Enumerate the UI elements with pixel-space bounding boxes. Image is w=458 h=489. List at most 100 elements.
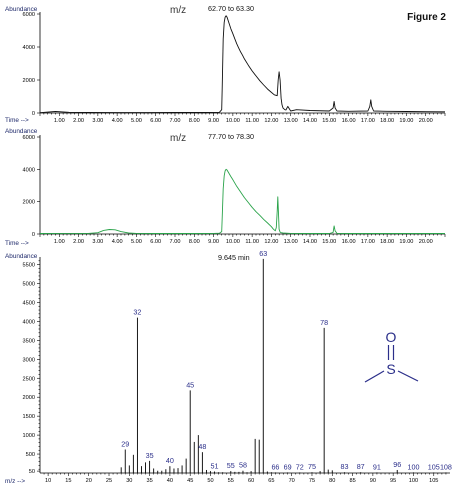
- spectrum-y-tick-label: 4500: [23, 300, 35, 306]
- spectrum-peak-label: 58: [239, 461, 247, 470]
- chrom2-x-tick-label: 3.00: [92, 239, 103, 245]
- spectrum-peak-label: 105: [428, 462, 440, 471]
- chrom2-y-tick-label: 4000: [23, 167, 35, 173]
- spectrum-x-tick-label: 35: [146, 478, 152, 484]
- spectrum-y-tick-label: 50: [29, 469, 35, 475]
- chrom1-x-tick-label: 5.00: [131, 118, 142, 124]
- spectrum-peak-label: 75: [308, 462, 316, 471]
- figure-label: Figure 2: [407, 12, 446, 23]
- chrom1-x-tick-label: 2.00: [73, 118, 84, 124]
- chrom1-x-tick-label: 14.00: [303, 118, 317, 124]
- spectrum-peak-label: 48: [198, 442, 206, 451]
- chrom2-y-tick-label: 0: [32, 232, 35, 238]
- spectrum-x-tick-label: 65: [268, 478, 274, 484]
- chrom2-x-tick-label: 8.00: [189, 239, 200, 245]
- spectrum-x-tick-label: 90: [370, 478, 376, 484]
- spectrum-peak-label: 91: [373, 462, 381, 471]
- chromatogram-2: Abundance m/z 77.70 to 78.30 Time --> 02…: [5, 128, 445, 247]
- chrom1-y-tick-label: 6000: [23, 12, 35, 18]
- structure-left-methyl-bond: [365, 371, 384, 382]
- spectrum-x-tick-label: 10: [45, 478, 51, 484]
- chrom1-range-label: 62.70 to 63.30: [208, 4, 254, 13]
- chrom2-mz-label: m/z: [170, 133, 186, 144]
- chrom2-xlabel: Time -->: [5, 240, 29, 247]
- spectrum-peak-label: 87: [357, 462, 365, 471]
- chrom1-y-tick-label: 4000: [23, 45, 35, 51]
- chrom2-x-tick-label: 17.00: [361, 239, 375, 245]
- spectrum-x-tick-label: 30: [126, 478, 132, 484]
- chrom2-x-tick-label: 16.00: [342, 239, 356, 245]
- chrom2-y-tick-label: 6000: [23, 135, 35, 141]
- chrom2-x-tick-label: 19.00: [399, 239, 413, 245]
- sulfoxide-structure: O S: [365, 329, 418, 382]
- spectrum-y-tick-label: 3000: [23, 357, 35, 363]
- chrom2-x-tick-label: 7.00: [170, 239, 181, 245]
- spectrum-peak-label: 108: [440, 462, 452, 471]
- spectrum-y-tick-label: 5000: [23, 282, 35, 288]
- spectrum-peak-label: 32: [133, 308, 141, 317]
- spectrum-peak-label: 66: [271, 462, 279, 471]
- chrom2-x-tick-label: 12.00: [264, 239, 278, 245]
- chrom1-x-tick-label: 18.00: [380, 118, 394, 124]
- chrom1-x-tick-label: 13.00: [284, 118, 298, 124]
- chromatogram-1: Abundance m/z 62.70 to 63.30 Time --> 0 2…: [5, 4, 445, 124]
- chrom1-x-tick-label: 6.00: [150, 118, 161, 124]
- chrom1-trace-line: [40, 16, 445, 113]
- spectrum-x-tick-label: 40: [167, 478, 173, 484]
- chrom2-x-tick-label: 10.00: [226, 239, 240, 245]
- spectrum-x-tick-label: 85: [349, 478, 355, 484]
- chrom2-x-tick-label: 1.00: [54, 239, 65, 245]
- spectrum-x-tick-label: 70: [289, 478, 295, 484]
- chrom2-x-tick-label: 2.00: [73, 239, 84, 245]
- chrom1-x-tick-label: 12.00: [264, 118, 278, 124]
- chrom1-x-tick-label: 1.00: [54, 118, 65, 124]
- spectrum-x-tick-label: 75: [309, 478, 315, 484]
- chrom2-x-tick-label: 6.00: [150, 239, 161, 245]
- spectrum-x-tick-label: 105: [429, 478, 438, 484]
- chrom1-x-tick-label: 11.00: [245, 118, 259, 124]
- chrom1-x-tick-label: 15.00: [322, 118, 336, 124]
- spectrum-peak-label: 51: [211, 461, 219, 470]
- spectrum-peak-label: 83: [340, 462, 348, 471]
- spectrum-y-tick-label: 2000: [23, 395, 35, 401]
- spectrum-y-tick-label: 500: [26, 452, 35, 458]
- spectrum-x-tick-label: 55: [228, 478, 234, 484]
- spectrum-peak-label: 100: [407, 462, 419, 471]
- spectrum-x-tick-label: 25: [106, 478, 112, 484]
- chrom2-x-tick-label: 20.00: [419, 239, 433, 245]
- chrom1-xlabel: Time -->: [5, 117, 29, 124]
- chrom2-range-label: 77.70 to 78.30: [208, 132, 254, 141]
- spectrum-x-tick-label: 60: [248, 478, 254, 484]
- chrom1-x-tick-label: 17.00: [361, 118, 375, 124]
- structure-right-methyl-bond: [398, 371, 418, 381]
- spectrum-peak-label: 40: [166, 456, 174, 465]
- chrom1-x-tick-label: 8.00: [189, 118, 200, 124]
- spectrum-peak-label: 29: [121, 440, 129, 449]
- spectrum-y-tick-label: 5500: [23, 263, 35, 269]
- spectrum-x-tick-label: 50: [207, 478, 213, 484]
- chrom1-mz-label: m/z: [170, 5, 186, 16]
- structure-oxygen-atom: O: [386, 329, 397, 345]
- spectrum-peak-label: 69: [284, 462, 292, 471]
- chrom1-x-tick-label: 9.00: [208, 118, 219, 124]
- spectrum-x-tick-label: 95: [390, 478, 396, 484]
- spectrum-y-tick-label: 2500: [23, 376, 35, 382]
- spectrum-y-tick-label: 1000: [23, 433, 35, 439]
- chrom2-x-tick-label: 13.00: [284, 239, 298, 245]
- chrom2-trace-line: [40, 169, 445, 233]
- spectrum-peak-label: 63: [259, 249, 267, 258]
- spectrum-y-tick-label: 1500: [23, 414, 35, 420]
- chrom1-y-tick-label: 0: [32, 111, 35, 117]
- spectrum-y-tick-label: 4000: [23, 319, 35, 325]
- structure-sulfur-atom: S: [386, 361, 395, 377]
- chrom2-x-tick-label: 11.00: [245, 239, 259, 245]
- chrom2-y-tick-label: 2000: [23, 200, 35, 206]
- mass-spectrum: Abundance 9.645 min m/z --> O S 50500100…: [5, 249, 452, 485]
- chrom1-x-tick-label: 10.00: [226, 118, 240, 124]
- chrom1-x-tick-label: 3.00: [92, 118, 103, 124]
- spectrum-x-tick-label: 100: [409, 478, 418, 484]
- chrom2-x-tick-label: 14.00: [303, 239, 317, 245]
- spectrum-y-tick-label: 3500: [23, 338, 35, 344]
- chrom2-x-tick-label: 5.00: [131, 239, 142, 245]
